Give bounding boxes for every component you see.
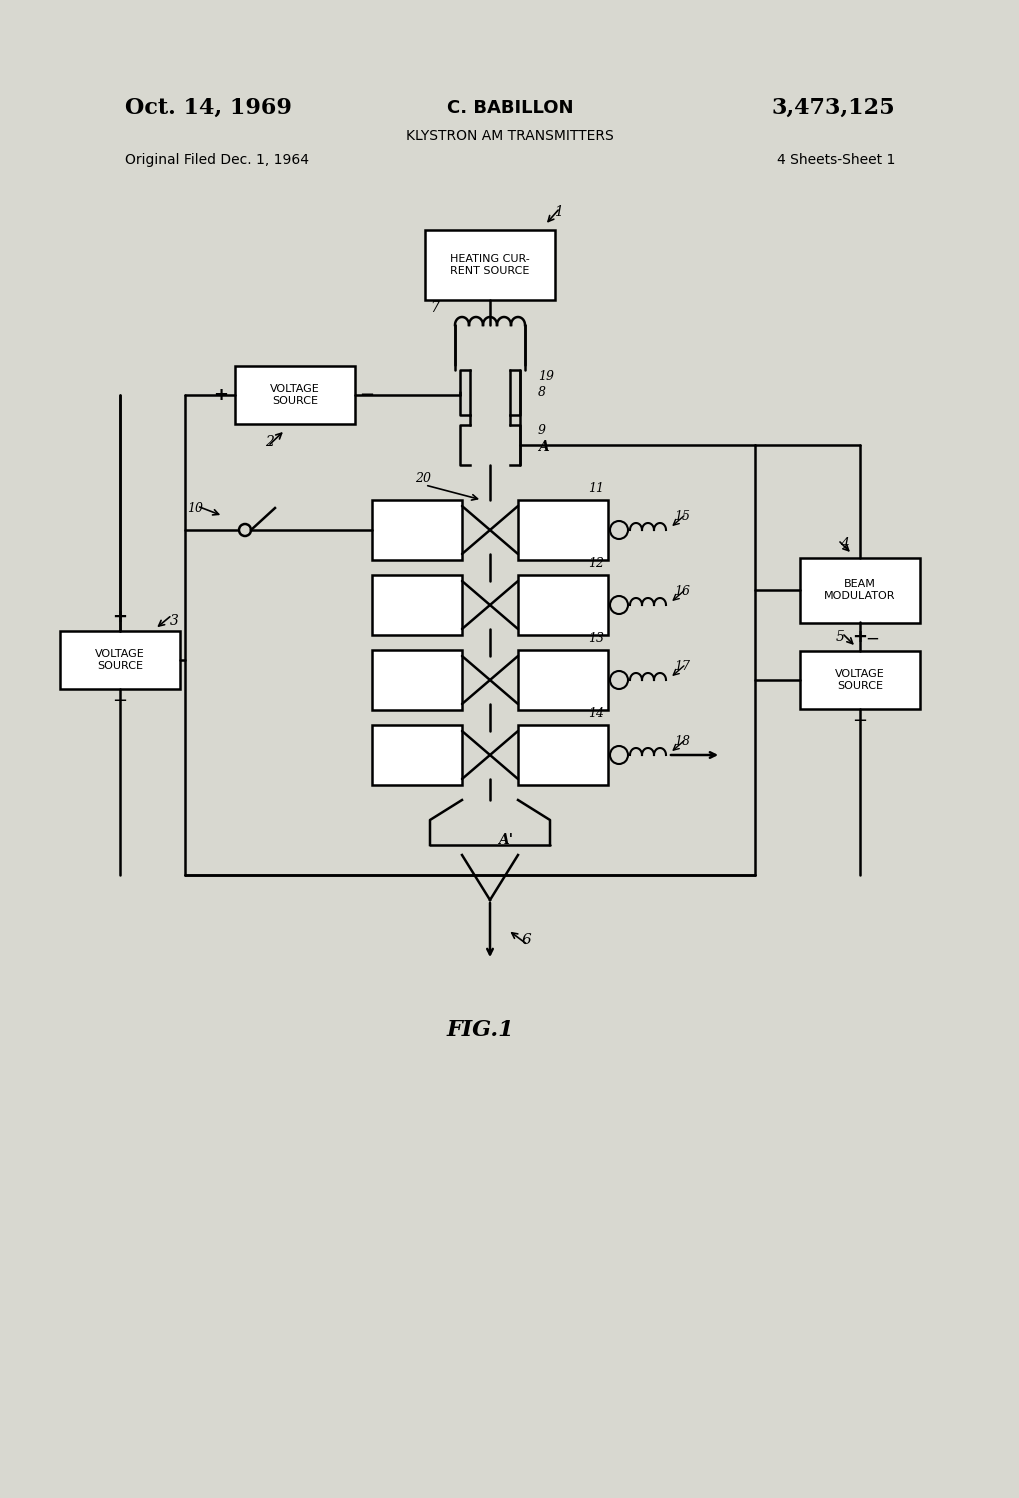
Text: 4 Sheets-Sheet 1: 4 Sheets-Sheet 1 [775, 153, 894, 166]
Bar [799, 652, 919, 709]
Bar [372, 575, 462, 635]
Text: 2: 2 [265, 434, 274, 449]
Text: −: − [112, 692, 127, 710]
Text: BEAM
MODULATOR: BEAM MODULATOR [823, 580, 895, 601]
Text: −: − [852, 712, 867, 730]
Text: 9: 9 [537, 424, 545, 437]
Text: 20: 20 [415, 472, 431, 485]
Text: 6: 6 [522, 933, 531, 947]
Bar [518, 500, 607, 560]
Bar [518, 650, 607, 710]
Bar [60, 631, 179, 689]
Bar [799, 557, 919, 623]
Text: A': A' [497, 833, 513, 846]
Bar [518, 725, 607, 785]
Text: 5: 5 [836, 631, 844, 644]
Bar [518, 575, 607, 635]
Text: 18: 18 [674, 736, 689, 748]
Text: −: − [864, 631, 878, 649]
Text: 3: 3 [170, 614, 178, 628]
Text: +: + [852, 628, 866, 646]
Bar [372, 500, 462, 560]
Text: A: A [537, 440, 548, 454]
Text: +: + [213, 386, 228, 404]
Text: 4: 4 [840, 536, 848, 551]
Text: 12: 12 [587, 557, 603, 571]
Text: Original Filed Dec. 1, 1964: Original Filed Dec. 1, 1964 [125, 153, 309, 166]
Text: 13: 13 [587, 632, 603, 646]
Text: 15: 15 [674, 509, 689, 523]
Bar [425, 231, 554, 300]
Bar [372, 650, 462, 710]
Text: HEATING CUR-
RENT SOURCE: HEATING CUR- RENT SOURCE [449, 255, 529, 276]
Text: 7: 7 [430, 301, 439, 315]
Text: 19: 19 [537, 370, 553, 382]
Bar [234, 366, 355, 424]
Text: 16: 16 [674, 586, 689, 598]
Text: 3,473,125: 3,473,125 [770, 97, 894, 118]
Text: 8: 8 [537, 385, 545, 398]
Text: −: − [359, 386, 374, 404]
Bar [372, 725, 462, 785]
Text: C. BABILLON: C. BABILLON [446, 99, 573, 117]
Text: VOLTAGE
SOURCE: VOLTAGE SOURCE [270, 383, 320, 406]
Text: 1: 1 [553, 205, 561, 219]
Text: 14: 14 [587, 707, 603, 721]
Text: KLYSTRON AM TRANSMITTERS: KLYSTRON AM TRANSMITTERS [406, 129, 613, 142]
Text: 11: 11 [587, 482, 603, 494]
Text: 10: 10 [186, 502, 203, 514]
Text: FIG.1: FIG.1 [445, 1019, 514, 1041]
Text: +: + [112, 608, 127, 626]
Text: VOLTAGE
SOURCE: VOLTAGE SOURCE [835, 670, 884, 691]
Text: VOLTAGE
SOURCE: VOLTAGE SOURCE [95, 649, 145, 671]
Text: Oct. 14, 1969: Oct. 14, 1969 [125, 97, 291, 118]
Text: 17: 17 [674, 661, 689, 673]
